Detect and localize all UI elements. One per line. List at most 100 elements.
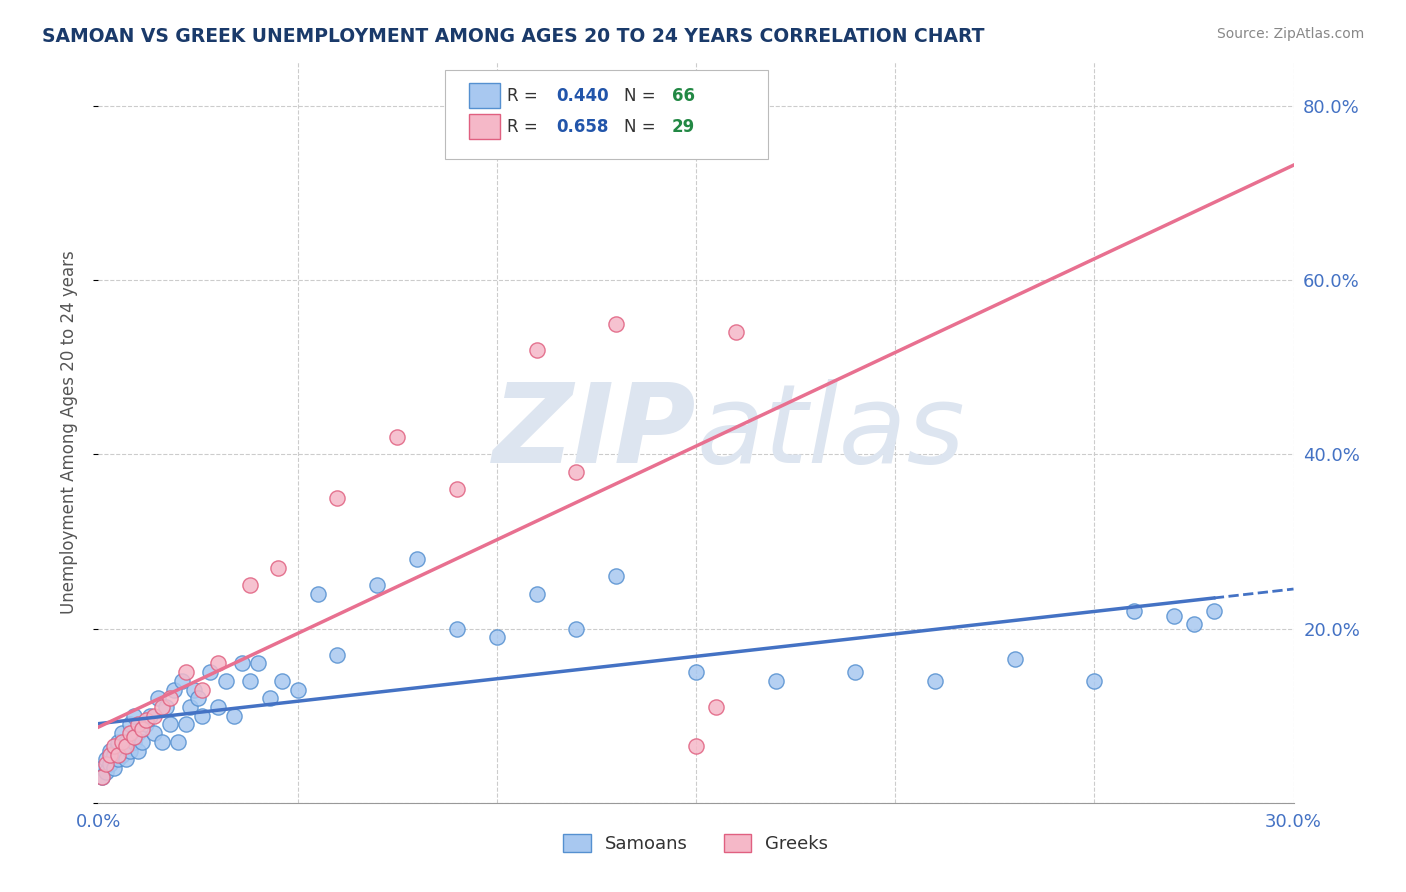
Point (127, 717, 149, 731)
Text: R =: R = (508, 118, 543, 136)
Point (115, 752, 138, 766)
Point (120, 743, 142, 757)
Point (150, 735, 173, 749)
Point (111, 726, 134, 740)
Point (406, 552, 429, 566)
Point (124, 731, 146, 745)
Point (1182, 617, 1205, 632)
Text: 0.440: 0.440 (557, 87, 609, 104)
Point (366, 578, 388, 592)
Text: SAMOAN VS GREEK UNEMPLOYMENT AMONG AGES 20 TO 24 YEARS CORRELATION CHART: SAMOAN VS GREEK UNEMPLOYMENT AMONG AGES … (42, 27, 984, 45)
Text: Source: ZipAtlas.com: Source: ZipAtlas.com (1216, 27, 1364, 41)
Point (270, 673, 292, 688)
Point (98, 756, 122, 771)
Point (765, 673, 787, 688)
Point (120, 726, 142, 740)
Point (215, 673, 238, 688)
Point (127, 743, 149, 757)
Point (844, 665, 866, 680)
Point (91, 761, 114, 775)
Point (183, 682, 205, 697)
Text: 66: 66 (672, 87, 695, 104)
Point (1083, 673, 1105, 688)
FancyBboxPatch shape (470, 114, 501, 139)
Point (148, 691, 170, 706)
Text: R =: R = (508, 87, 543, 104)
Point (139, 708, 162, 723)
Point (120, 717, 142, 731)
Point (485, 630, 508, 644)
Text: atlas: atlas (696, 379, 965, 486)
Point (191, 682, 214, 697)
Point (98, 743, 122, 757)
Point (98, 747, 122, 762)
Point (107, 739, 129, 754)
Point (924, 673, 946, 688)
Point (159, 717, 181, 731)
Point (167, 735, 190, 749)
Point (115, 735, 138, 749)
Legend: Samoans, Greeks: Samoans, Greeks (557, 827, 835, 861)
Point (1004, 652, 1026, 666)
Point (326, 648, 349, 662)
Point (326, 491, 349, 505)
Point (198, 665, 221, 680)
Point (103, 761, 125, 775)
Point (446, 622, 468, 636)
Text: 0.658: 0.658 (557, 118, 609, 136)
Point (231, 657, 253, 671)
Point (1123, 604, 1146, 618)
Point (131, 735, 153, 749)
Point (565, 622, 588, 636)
Point (287, 682, 309, 697)
Point (127, 726, 149, 740)
Point (565, 465, 588, 479)
Point (155, 700, 177, 714)
Point (605, 317, 627, 331)
Point (107, 735, 129, 749)
Point (172, 673, 194, 688)
Point (207, 657, 229, 671)
Point (91, 770, 114, 784)
Point (143, 708, 166, 723)
Point (163, 682, 186, 697)
Point (259, 691, 281, 706)
Point (685, 665, 707, 680)
Point (174, 717, 197, 731)
Point (207, 700, 229, 714)
Point (96, 752, 118, 766)
Y-axis label: Unemployment Among Ages 20 to 24 years: Unemployment Among Ages 20 to 24 years (59, 251, 77, 615)
Point (526, 343, 548, 357)
Point (1163, 608, 1185, 623)
Point (191, 708, 214, 723)
Point (307, 587, 329, 601)
Point (246, 657, 269, 671)
FancyBboxPatch shape (446, 70, 768, 159)
FancyBboxPatch shape (470, 83, 501, 108)
Point (96, 765, 118, 780)
Point (526, 587, 548, 601)
Point (1202, 604, 1225, 618)
Point (91, 770, 114, 784)
Text: ZIP: ZIP (492, 379, 696, 486)
Point (179, 700, 201, 714)
Point (446, 482, 468, 496)
Point (150, 700, 173, 714)
Text: N =: N = (624, 87, 661, 104)
Point (685, 739, 707, 754)
Point (135, 717, 157, 731)
Point (159, 691, 181, 706)
Point (143, 726, 166, 740)
Point (724, 326, 747, 340)
Point (111, 747, 134, 762)
Point (239, 673, 262, 688)
Point (103, 747, 125, 762)
Point (103, 739, 125, 754)
Point (115, 739, 138, 754)
Point (107, 752, 129, 766)
Point (385, 430, 409, 444)
Point (111, 735, 134, 749)
Point (124, 735, 146, 749)
Text: 29: 29 (672, 118, 696, 136)
Text: N =: N = (624, 118, 661, 136)
